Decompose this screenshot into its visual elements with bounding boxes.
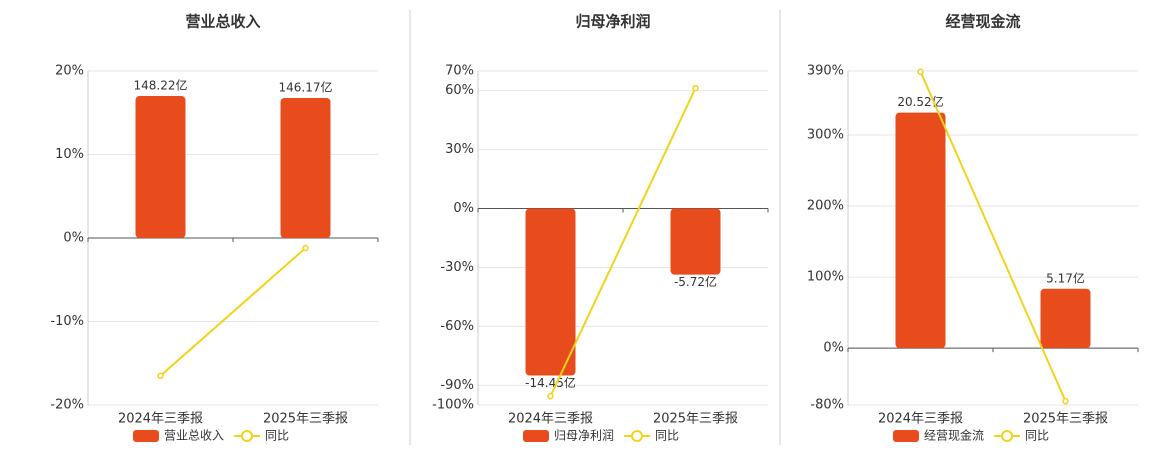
- line-point: [917, 68, 924, 75]
- legend-swatch: [893, 430, 919, 442]
- x-tick-label: 2024年三季报: [508, 412, 593, 427]
- line: [549, 87, 697, 397]
- y-tick-label: -80%: [810, 398, 844, 413]
- line-point: [157, 372, 164, 380]
- x-tick-label: 2024年三季报: [118, 412, 203, 427]
- chart-title: 经营现金流: [945, 13, 1020, 31]
- y-tick-label: 70%: [445, 64, 474, 79]
- line-point: [547, 392, 554, 400]
- y-tick-label: -20%: [50, 398, 84, 413]
- line-point: [692, 84, 699, 92]
- legend-label: 营业总收入: [164, 429, 224, 443]
- legend-label: 同比: [1025, 429, 1049, 443]
- legend-marker: [1001, 430, 1014, 442]
- x-tick-label: 2025年三季报: [263, 412, 348, 427]
- y-tick-label: 100%: [807, 270, 844, 285]
- legend-label: 经营现金流: [924, 428, 984, 443]
- y-tick-label: -10%: [50, 314, 84, 329]
- legend-swatch: [133, 430, 159, 442]
- chart-title: 营业总收入: [185, 13, 260, 31]
- data-label: -14.45亿: [525, 375, 576, 390]
- y-tick-label: 300%: [807, 127, 844, 142]
- data-label: 148.22亿: [134, 78, 188, 93]
- y-tick-label: 0%: [823, 341, 844, 356]
- y-tick-label: -100%: [432, 398, 474, 413]
- legend-label: 归母净利润: [554, 429, 614, 443]
- legend-label: 同比: [655, 429, 679, 443]
- data-label: 146.17亿: [279, 80, 333, 95]
- bar: [280, 98, 331, 239]
- bar: [895, 112, 946, 349]
- y-tick-label: -90%: [440, 378, 474, 393]
- y-tick-label: 390%: [807, 64, 844, 79]
- line-point: [1062, 397, 1069, 405]
- bar: [135, 96, 186, 238]
- x-tick-label: 2025年三季报: [1023, 412, 1108, 427]
- legend-marker: [631, 430, 644, 442]
- y-tick-label: 10%: [55, 147, 84, 162]
- y-tick-label: 200%: [807, 199, 844, 214]
- x-tick-label: 2024年三季报: [878, 412, 963, 427]
- legend-marker: [241, 430, 254, 442]
- bar: [670, 208, 721, 275]
- line-point: [302, 244, 309, 252]
- line: [919, 71, 1067, 402]
- y-tick-label: 20%: [55, 64, 84, 79]
- x-tick-label: 2025年三季报: [653, 412, 738, 427]
- y-tick-label: -30%: [440, 260, 474, 275]
- data-label: -5.72亿: [674, 274, 717, 289]
- bar: [525, 208, 576, 376]
- y-tick-label: 0%: [63, 231, 84, 246]
- legend-swatch: [523, 430, 549, 442]
- y-tick-label: 0%: [453, 201, 474, 216]
- legend-label: 同比: [265, 429, 289, 443]
- data-label: 5.17亿: [1046, 270, 1085, 285]
- y-tick-label: -60%: [440, 319, 474, 334]
- y-tick-label: 30%: [445, 142, 474, 157]
- chart-title: 归母净利润: [575, 13, 650, 31]
- bar: [1040, 288, 1091, 349]
- y-tick-label: 60%: [445, 83, 474, 98]
- line: [159, 247, 307, 377]
